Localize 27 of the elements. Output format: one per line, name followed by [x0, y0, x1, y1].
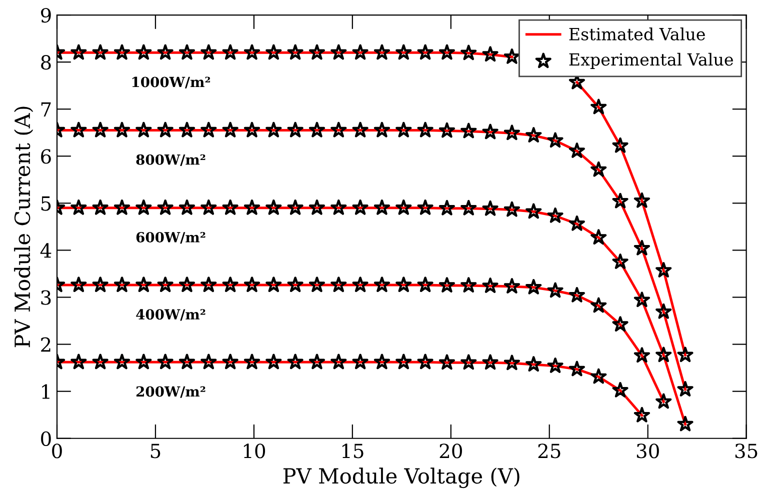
x-tick-label: 5 [150, 444, 160, 458]
y-axis-title: PV Module Current (A) [14, 106, 34, 348]
y-tick-label: 4 [40, 243, 52, 258]
y-tick-label: 6 [41, 149, 51, 164]
x-tick-label: 25 [538, 444, 560, 458]
x-axis-title: PV Module Voltage (V) [283, 468, 520, 488]
y-tick-label: 2 [41, 337, 50, 352]
x-tick-label: 20 [440, 444, 462, 458]
x-tick-label: 30 [636, 444, 659, 458]
y-tick-label: 3 [41, 290, 51, 305]
x-tick-label: 35 [735, 444, 758, 458]
annotation: 400W/m² [136, 309, 206, 321]
annotation: 800W/m² [136, 154, 206, 166]
legend-label: Experimental Value [569, 52, 733, 69]
x-tick-label: 15 [342, 444, 364, 458]
annotation: 1000W/m² [132, 76, 210, 88]
y-tick-label: 8 [41, 55, 51, 70]
annotation: 200W/m² [136, 386, 206, 398]
y-tick-label: 0 [41, 431, 51, 446]
y-tick-label: 7 [41, 102, 51, 116]
legend-label: Estimated Value [569, 28, 705, 40]
x-tick-label: 10 [244, 444, 266, 458]
x-tick-label: 0 [52, 444, 62, 458]
y-tick-label: 5 [41, 196, 51, 211]
annotation: 600W/m² [136, 232, 206, 244]
y-tick-label: 1 [42, 384, 50, 399]
y-tick-label: 9 [40, 8, 51, 23]
